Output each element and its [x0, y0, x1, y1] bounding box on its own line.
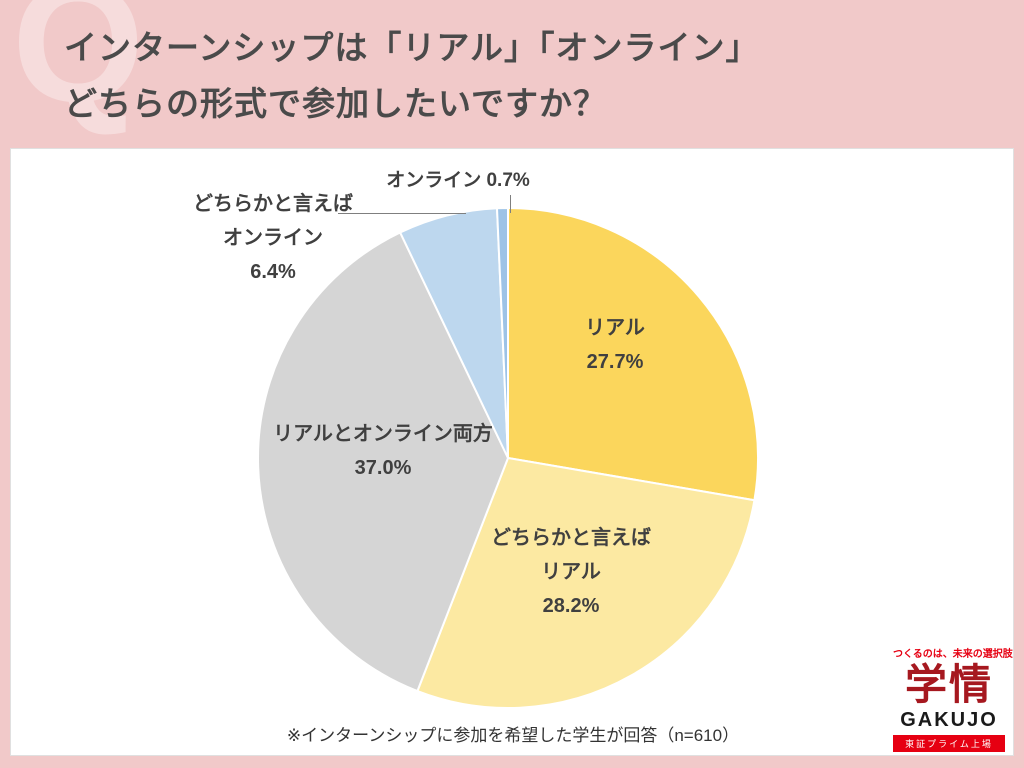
slice-label-online-text: オンライン 0.7%: [386, 170, 530, 191]
slice-label-rather-online-pct: 6.4%: [250, 261, 296, 283]
pie-slice-0: [507, 206, 759, 502]
page-title-line2: どちらの形式で参加したいですか？: [64, 85, 608, 123]
logo-name: GAKUJO: [900, 709, 998, 732]
logo-listing-badge: 東証プライム上場: [893, 735, 1005, 753]
slice-label-rather-online-l1: どちらかと言えば: [193, 193, 353, 215]
slice-label-rather-real-l1: どちらかと言えば: [491, 527, 651, 549]
slice-label-online: オンライン 0.7%: [386, 165, 530, 197]
leader-line-online: [510, 195, 511, 213]
leader-line-rather-online: [338, 213, 466, 214]
page-title: インターンシップは「リアル」「オンライン」 どちらの形式で参加したいですか？: [64, 20, 984, 132]
chart-footnote: ※インターンシップに参加を希望した学生が回答（n=610）: [286, 726, 740, 745]
pie-chart: [257, 206, 759, 709]
pie-slice-2: [257, 231, 510, 693]
q-watermark: Q: [12, 0, 145, 138]
slice-label-rather-online-l2: オンライン: [223, 227, 323, 249]
slice-label-rather-real-l2: リアル: [541, 561, 601, 583]
logo-mark: 学情: [904, 661, 993, 708]
logo-tagline: つくるのは、未来の選択肢: [893, 649, 1013, 660]
gakujo-logo: つくるのは、未来の選択肢 学情 GAKUJO 東証プライム上場: [893, 645, 1013, 753]
slice-label-real-name: リアル: [585, 317, 645, 339]
slice-label-rather-real-pct: 28.2%: [542, 595, 600, 617]
slice-label-real: リアル 27.7%: [585, 311, 645, 379]
pie-slice-4: [495, 206, 509, 459]
page-title-line1: インターンシップは「リアル」「オンライン」: [64, 29, 760, 66]
slice-label-both-pct: 37.0%: [354, 457, 412, 479]
chart-panel: オンライン 0.7% どちらかと言えば オンライン 6.4% リアルとオンライン…: [10, 148, 1014, 756]
slice-label-both-name: リアルとオンライン両方: [273, 423, 493, 445]
slice-label-rather-real: どちらかと言えば リアル 28.2%: [491, 521, 651, 623]
pie-slice-1: [416, 456, 756, 709]
slice-label-both: リアルとオンライン両方 37.0%: [273, 417, 493, 485]
slice-label-real-pct: 27.7%: [586, 351, 644, 373]
slice-label-rather-online: どちらかと言えば オンライン 6.4%: [193, 187, 353, 289]
